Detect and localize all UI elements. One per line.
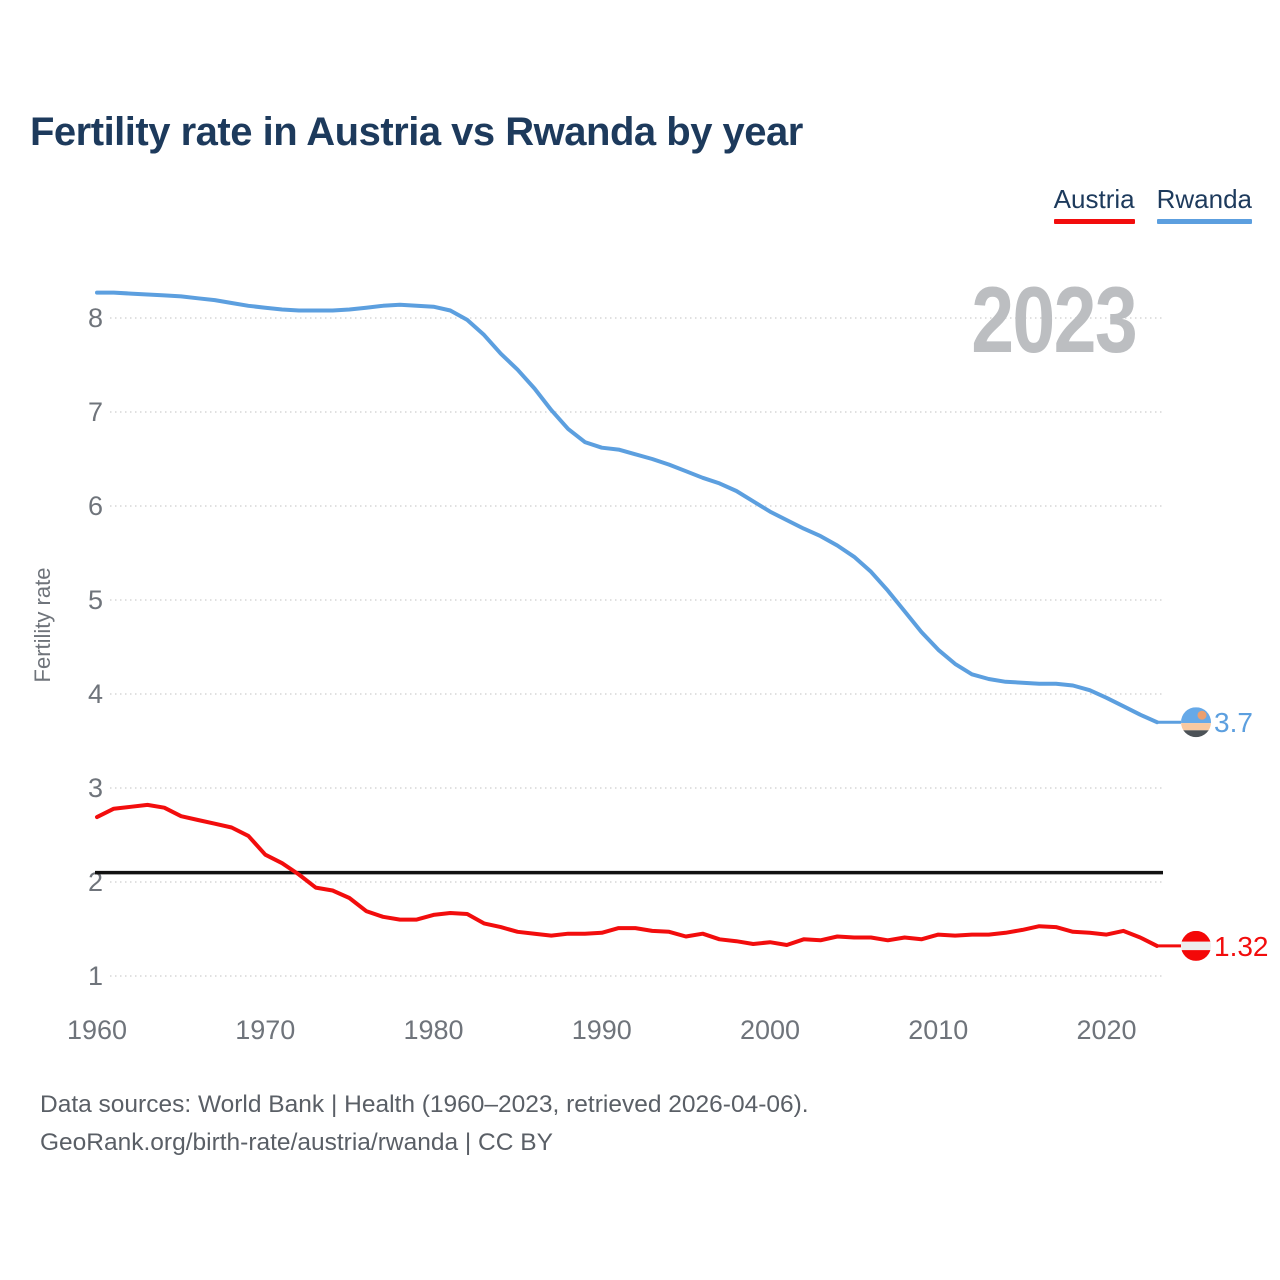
x-tick-label-2020: 2020 — [1076, 1015, 1136, 1045]
chart-title: Fertility rate in Austria vs Rwanda by y… — [30, 110, 803, 154]
x-tick-label-1970: 1970 — [235, 1015, 295, 1045]
legend-underline-rwanda — [1156, 219, 1252, 224]
year-watermark: 2023 — [971, 267, 1138, 372]
austria-line — [95, 802, 1159, 948]
rwanda-line — [95, 290, 1159, 725]
legend-label-rwanda: Rwanda — [1156, 184, 1252, 214]
legend-item-austria[interactable]: Austria — [1053, 184, 1135, 224]
attribution-text: GeoRank.org/birth-rate/austria/rwanda | … — [40, 1129, 553, 1156]
y-tick-label-8: 8 — [88, 303, 103, 333]
x-tick-label-1960: 1960 — [67, 1015, 127, 1045]
y-tick-label-3: 3 — [88, 773, 103, 803]
legend-label-austria: Austria — [1053, 184, 1135, 214]
data-sources-text: Data sources: World Bank | Health (1960–… — [40, 1091, 809, 1118]
austria-flag-icon — [1181, 930, 1211, 961]
y-tick-label-1: 1 — [88, 961, 103, 991]
legend-underline-austria — [1053, 219, 1135, 224]
y-tick-label-5: 5 — [88, 585, 103, 615]
y-axis-title: Fertility rate — [30, 567, 55, 683]
x-tick-label-2010: 2010 — [908, 1015, 968, 1045]
footer: Data sources: World Bank | Health (1960–… — [40, 1086, 809, 1162]
x-tick-label-1990: 1990 — [572, 1015, 632, 1045]
austria-end-value: 1.32 — [1214, 931, 1269, 962]
y-tick-label-7: 7 — [88, 397, 103, 427]
y-tick-label-6: 6 — [88, 491, 103, 521]
rwanda-flag-icon — [1181, 707, 1211, 738]
rwanda-end-value: 3.7 — [1214, 707, 1253, 738]
y-tick-label-2: 2 — [88, 867, 103, 897]
x-tick-label-1980: 1980 — [403, 1015, 463, 1045]
legend: Austria Rwanda — [1053, 184, 1252, 224]
legend-item-rwanda[interactable]: Rwanda — [1156, 184, 1252, 224]
x-tick-label-2000: 2000 — [740, 1015, 800, 1045]
y-tick-label-4: 4 — [88, 679, 103, 709]
